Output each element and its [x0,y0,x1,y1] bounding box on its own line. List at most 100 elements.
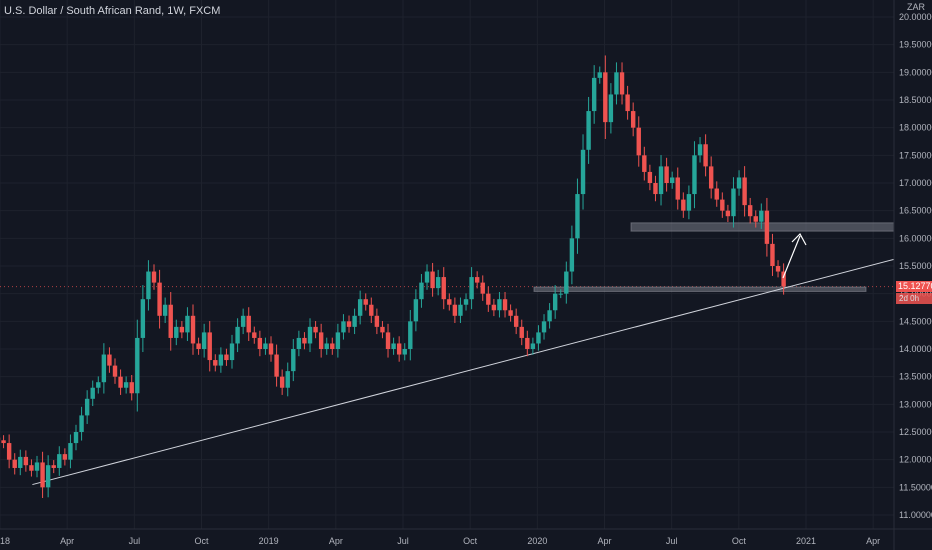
candle-body [302,337,307,344]
candle-body [681,199,686,211]
candle-body [45,465,51,488]
candle-body [352,315,357,327]
candle-body [513,315,519,327]
candle-body [519,326,524,338]
x-tick-label: Apr [597,536,611,546]
candle-body [591,77,597,112]
candle-body [380,326,385,333]
x-tick-label: Oct [732,536,747,546]
candle-body [742,177,747,206]
candle-body [68,443,73,460]
y-tick-label: 15.50000 [899,261,932,271]
x-tick-label: Jul [666,536,678,546]
y-tick-label: 11.50000 [899,482,932,492]
candle-body [480,282,485,294]
candle-body [185,315,190,333]
candle-body [669,177,675,183]
candle-body [246,315,251,333]
candle-body [135,337,140,394]
candle-body [207,332,212,361]
x-tick-label: 2021 [796,536,816,546]
candle-body [23,456,29,466]
price-axis[interactable]: 11.00000 11.50000 12.00000 12.50000 13.00000… [893,0,932,550]
candle-body [57,454,62,468]
x-tick-label: Apr [60,536,74,546]
candle-body [619,72,625,95]
candle-body [502,299,508,311]
candle-body [675,177,680,200]
candle-body [530,343,536,349]
candle-body [330,343,335,349]
candle-body [508,310,513,316]
x-tick-label: Jul [129,536,141,546]
candle-body [224,354,229,361]
candle-body [291,349,296,372]
up-arrow-annotation [782,233,807,279]
candle-body [647,171,653,183]
candle-body [341,321,346,333]
candle-body [274,354,279,377]
candle-body [40,462,45,488]
x-tick-label: Oct [463,536,478,546]
grid-lines [0,0,894,529]
candle-body [731,188,736,217]
candle-body [653,183,658,195]
candle-body [396,343,402,355]
candle-body [603,72,608,123]
candle-body [714,188,719,200]
y-tick-label: 18.50000 [899,95,932,105]
candle-body [34,462,40,471]
candle-body [196,343,201,349]
time-axis[interactable]: 2018 Apr Jul Oct 2019 Apr Jul Oct 2020 Apr Jul Oct 2… [0,528,932,546]
candle-body [218,354,224,366]
candle-body [123,382,129,388]
candle-body [279,376,285,388]
last-price-tag: 15.12770 [896,281,932,292]
candle-body [664,166,669,183]
x-tick-label: 2020 [527,536,547,546]
x-tick-label: 2019 [259,536,279,546]
y-tick-label: 11.00000 [899,510,932,520]
candle-body [268,343,274,355]
candle-body [781,271,786,287]
candle-body [18,456,23,468]
candle-body [775,266,781,272]
candle-body [391,343,396,349]
candle-body [686,194,692,211]
candle-body [430,271,435,289]
trendline-group [32,258,895,486]
candle-body [424,271,430,283]
zone-rectangle [533,286,867,292]
candle-body [658,166,664,195]
candle-body [168,304,173,338]
candle-body [630,111,636,128]
candle-body [552,293,558,311]
candle-body [447,299,452,305]
candle-body [96,382,101,388]
x-tick-label: 2018 [0,536,10,546]
candle-body [497,299,502,311]
candle-body [597,72,602,78]
candle-body [6,443,12,460]
candle-body [140,299,146,338]
candle-body [725,210,731,217]
candle-body [257,337,263,349]
x-tick-label: Apr [866,536,880,546]
y-tick-label: 12.00000 [899,455,932,465]
candle-body [541,321,547,333]
y-tick-label: 12.50000 [899,427,932,437]
candle-body [525,337,530,349]
candle-body [162,304,168,316]
candle-body [146,271,151,300]
currency-label: ZAR [907,2,925,12]
candle-body [90,387,95,399]
candle-body [84,398,90,416]
candle-body [201,332,207,349]
candle-body [463,299,469,305]
arrow-shaft [782,235,801,279]
candle-body [413,299,419,322]
y-tick-label: 16.50000 [899,206,932,216]
candle-body [118,376,123,388]
candle-body [357,299,363,316]
